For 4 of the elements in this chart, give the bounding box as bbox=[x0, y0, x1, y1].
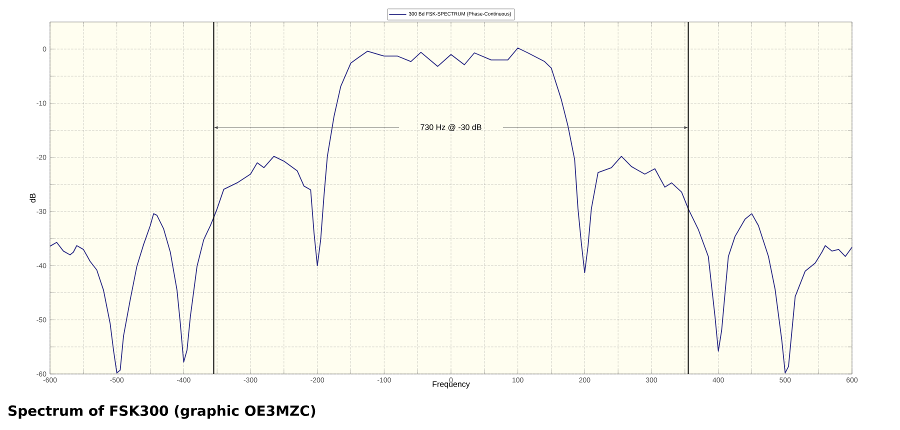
x-axis-title: Frequency bbox=[432, 381, 470, 389]
annotation: 730 Hz @ -30 dB bbox=[420, 124, 482, 132]
text: Spectrum of FSK300 (graphic OE3MZC) bbox=[8, 405, 316, 419]
y-axis-title: dB bbox=[30, 194, 36, 203]
